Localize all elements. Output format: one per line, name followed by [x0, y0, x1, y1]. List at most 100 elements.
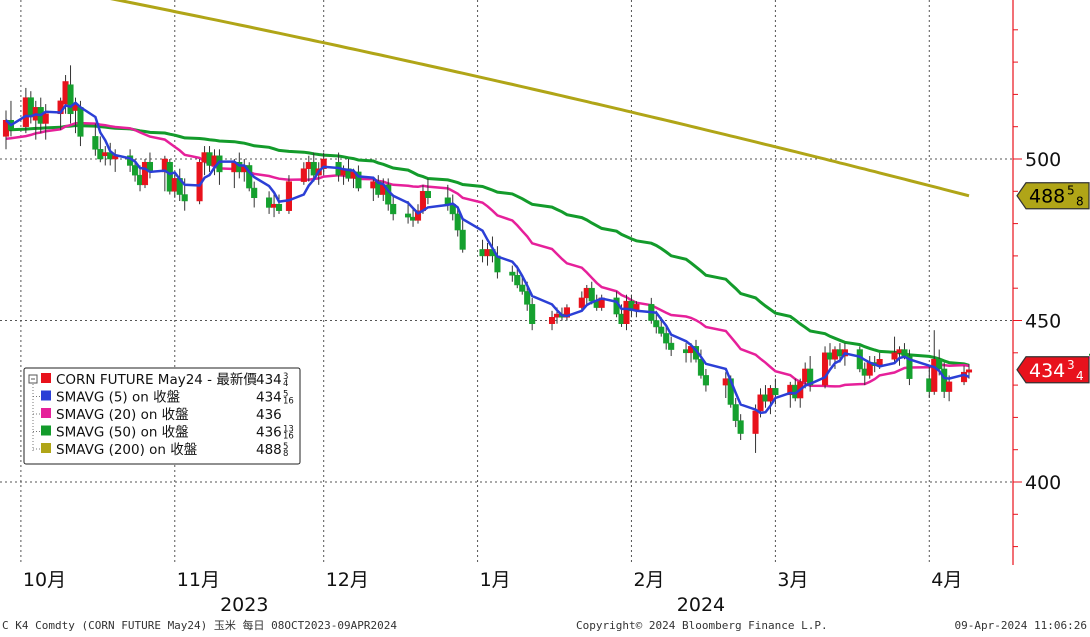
candle-body-down: [266, 197, 273, 208]
candle-body-up: [821, 352, 829, 386]
year-label: 2023: [220, 594, 268, 616]
last-value-tag-box: [1016, 356, 1090, 384]
candlesticks: [2, 65, 973, 453]
price-tick-label: 500: [1025, 149, 1061, 171]
legend-value: 436: [256, 425, 282, 441]
sma50-line: [6, 123, 970, 367]
legend-label: SMAVG (5) on 收盤: [56, 390, 181, 406]
candle: [454, 207, 461, 237]
legend-value: 488: [256, 442, 282, 458]
candle: [668, 336, 675, 357]
grid-lines: [0, 0, 1013, 562]
price-tick-label: 450: [1025, 311, 1061, 333]
candle-body-up: [623, 300, 630, 324]
candle: [821, 346, 829, 389]
month-label: 4月: [931, 569, 962, 591]
legend-entry: SMAVG (5) on 收盤 434 516: [33, 390, 294, 407]
candle-body-down: [92, 136, 99, 150]
candle-body-down: [424, 191, 431, 199]
month-label: 11月: [177, 569, 220, 591]
candle-body-down: [941, 368, 948, 392]
candle: [702, 368, 709, 392]
legend-entry: SMAVG (20) on 收盤 436: [33, 407, 282, 423]
sma5-line: [5, 101, 970, 415]
year-label: 2024: [677, 594, 725, 616]
candle: [405, 200, 412, 224]
candle: [246, 162, 253, 192]
candle-body-down: [737, 420, 744, 434]
legend-entry: CORN FUTURE May24 - 最新價 434 34: [41, 372, 288, 389]
candle: [623, 294, 630, 331]
candle-body-up: [42, 113, 49, 124]
last-value-frac-den: 4: [1076, 369, 1084, 383]
candle-body-down: [901, 349, 908, 357]
candle-body-up: [578, 297, 585, 308]
legend-frac-den: 16: [283, 432, 294, 442]
candle-body-up: [757, 394, 764, 412]
legend-label: CORN FUTURE May24 - 最新價: [56, 372, 257, 388]
candle: [42, 104, 49, 140]
candle-body-down: [529, 304, 536, 324]
candle-body-down: [355, 171, 362, 189]
candle-body-down: [772, 388, 779, 396]
price-axis: 400 450 500 488 58 434 34: [1012, 0, 1090, 565]
candle-body-up: [946, 381, 953, 392]
legend-swatch: [41, 390, 51, 401]
month-label: 12月: [326, 569, 369, 591]
candle: [320, 152, 327, 176]
legend-frac-num: 3: [283, 372, 288, 382]
candle-body-up: [141, 161, 149, 186]
candle-body-down: [390, 203, 397, 215]
candle-body-down: [181, 194, 188, 202]
legend-frac-den: 16: [283, 397, 294, 407]
candle: [266, 191, 273, 214]
legend-box: [23, 367, 301, 465]
last-value-tag-box: [1016, 182, 1090, 210]
candle-body-down: [936, 359, 943, 370]
legend-value: 434: [256, 372, 282, 388]
sma200-line: [110, 0, 970, 198]
candle-body-down: [454, 213, 461, 231]
candle-body-down: [658, 326, 665, 334]
candle-body-down: [132, 165, 139, 176]
candle-body-up: [563, 307, 570, 318]
candle: [355, 165, 362, 192]
legend-swatch: [41, 425, 51, 436]
price-tick-label: 400: [1025, 472, 1061, 494]
month-label: 2月: [633, 569, 664, 591]
last-value-frac-num: 3: [1067, 358, 1075, 372]
last-value-frac-num: 5: [1067, 184, 1075, 198]
footer-left: C K4 Comdty (CORN FUTURE May24) 玉米 每日 08…: [2, 618, 397, 632]
candle-body-down: [67, 84, 74, 115]
last-value-int: 488: [1029, 186, 1065, 208]
candle: [300, 162, 307, 185]
candle-body-down: [459, 229, 466, 250]
legend-frac-den: 4: [283, 379, 288, 389]
candle: [906, 349, 913, 386]
candle-body-down: [166, 161, 173, 192]
legend-label: SMAVG (200) on 收盤: [56, 442, 198, 458]
candle-body-up: [931, 359, 938, 392]
candle-body-up: [965, 369, 973, 373]
candle-body-up: [752, 410, 759, 434]
candle-body-down: [509, 271, 516, 276]
candle: [166, 159, 173, 195]
legend-label: SMAVG (20) on 收盤: [56, 407, 189, 423]
legend-label: SMAVG (50) on 收盤: [56, 425, 189, 441]
legend-frac-num: 5: [283, 390, 288, 400]
footer: C K4 Comdty (CORN FUTURE May24) 玉米 每日 08…: [2, 618, 1087, 632]
candle-body-down: [405, 213, 412, 218]
candle: [697, 349, 704, 379]
candle-body-down: [732, 404, 739, 421]
candle: [578, 291, 585, 311]
candle-body-down: [668, 342, 675, 350]
candle: [663, 326, 670, 350]
candle-body-down: [246, 165, 253, 189]
last-value-tag: 434 34: [1016, 353, 1090, 384]
candle-body-down: [251, 187, 258, 199]
candle: [931, 330, 938, 395]
legend-entry: SMAVG (200) on 收盤 488 58: [33, 442, 288, 459]
last-value-tag: 488 58: [1016, 182, 1090, 210]
